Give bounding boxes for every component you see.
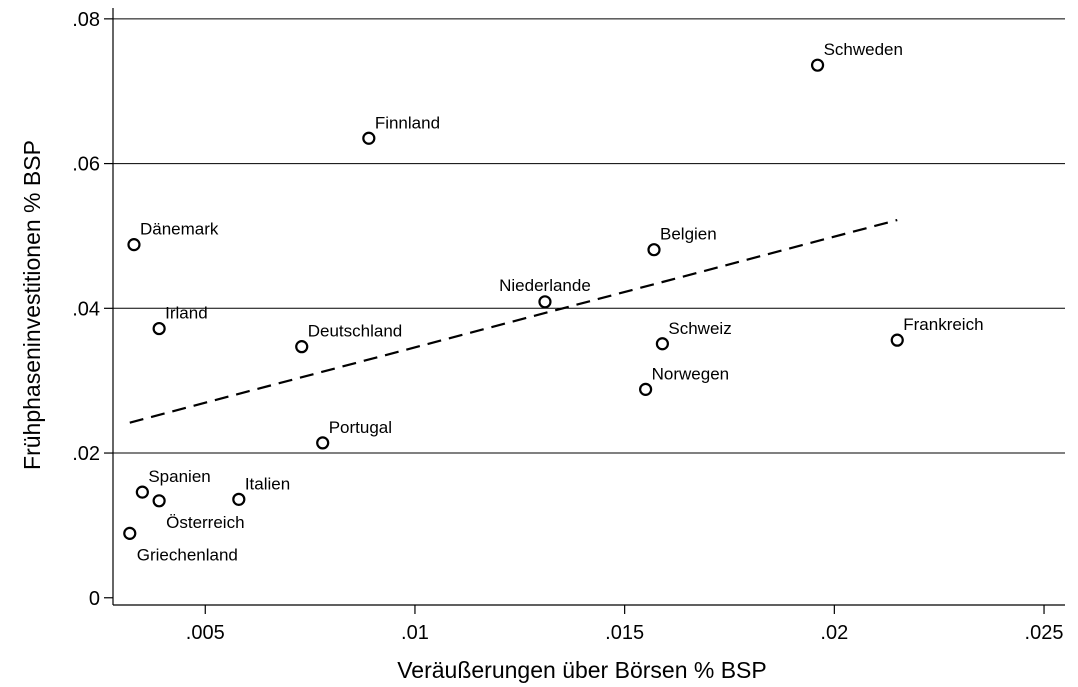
x-tick-label: .01	[401, 622, 429, 644]
data-point	[123, 526, 137, 540]
y-tick-label: 0	[89, 588, 100, 610]
y-ticks: 0 .02 .04 .06 .08	[72, 9, 113, 610]
data-point-label: Frankreich	[903, 315, 983, 334]
data-point-group: Finnland	[362, 113, 440, 145]
data-point-group: Frankreich	[890, 315, 984, 347]
axes	[112, 8, 1065, 606]
data-point	[362, 131, 376, 145]
gridlines	[113, 18, 1065, 454]
y-tick-label: .06	[72, 154, 100, 176]
data-point-label: Schweiz	[668, 319, 731, 338]
x-ticks: .005 .01 .015 .02 .025	[186, 605, 1064, 644]
data-point-label: Griechenland	[137, 545, 238, 564]
fit-line	[129, 218, 898, 424]
data-point	[152, 494, 166, 508]
data-point-group: Griechenland	[123, 526, 238, 564]
data-point-group: Norwegen	[639, 364, 730, 396]
x-tick-label: .015	[605, 622, 644, 644]
data-point	[538, 295, 552, 309]
data-point-label: Belgien	[660, 225, 717, 244]
data-point-group: Schweiz	[655, 319, 732, 351]
data-point-label: Dänemark	[140, 220, 219, 239]
data-point	[232, 492, 246, 506]
x-axis-title: Veräußerungen über Börsen % BSP	[397, 657, 767, 683]
data-point-group: Österreich	[152, 494, 245, 532]
data-point-label: Spanien	[148, 467, 210, 486]
data-point	[135, 485, 149, 499]
data-point-label: Portugal	[329, 418, 392, 437]
x-tick-label: .005	[186, 622, 225, 644]
x-tick-label: .025	[1025, 622, 1064, 644]
y-tick-label: .08	[72, 9, 100, 31]
data-point	[890, 333, 904, 347]
data-point-group: Irland	[152, 304, 208, 336]
data-point-group: Niederlande	[499, 276, 591, 309]
data-point-label: Österreich	[166, 513, 244, 532]
data-point-group: Dänemark	[127, 220, 219, 252]
data-point-label: Niederlande	[499, 276, 591, 295]
data-point-group: Belgien	[647, 225, 717, 257]
data-point	[639, 382, 653, 396]
data-point	[295, 340, 309, 354]
x-tick-label: .02	[820, 622, 848, 644]
data-point-label: Schweden	[824, 40, 903, 59]
data-point-group: Spanien	[135, 467, 211, 499]
y-tick-label: .04	[72, 298, 100, 320]
fit-line-layer	[129, 218, 898, 424]
y-axis-title: Frühphaseninvestitionen % BSP	[19, 140, 45, 470]
data-point-label: Finnland	[375, 113, 440, 132]
data-point-label: Irland	[165, 304, 208, 323]
data-point	[647, 243, 661, 257]
data-point	[655, 337, 669, 351]
data-point	[810, 58, 825, 72]
data-point-group: Schweden	[810, 40, 903, 72]
data-point	[316, 436, 330, 450]
data-points: Schweden Finnland Dänemark Belgien Niederlan…	[123, 40, 984, 564]
data-point	[127, 238, 141, 252]
data-point-label: Italien	[245, 474, 290, 493]
data-point-label: Norwegen	[652, 364, 730, 383]
data-point-group: Deutschland	[295, 322, 403, 354]
data-point-group: Portugal	[316, 418, 392, 450]
y-tick-label: .02	[72, 443, 100, 465]
data-point	[152, 321, 166, 336]
data-point-group: Italien	[232, 474, 290, 506]
data-point-label: Deutschland	[308, 322, 403, 341]
